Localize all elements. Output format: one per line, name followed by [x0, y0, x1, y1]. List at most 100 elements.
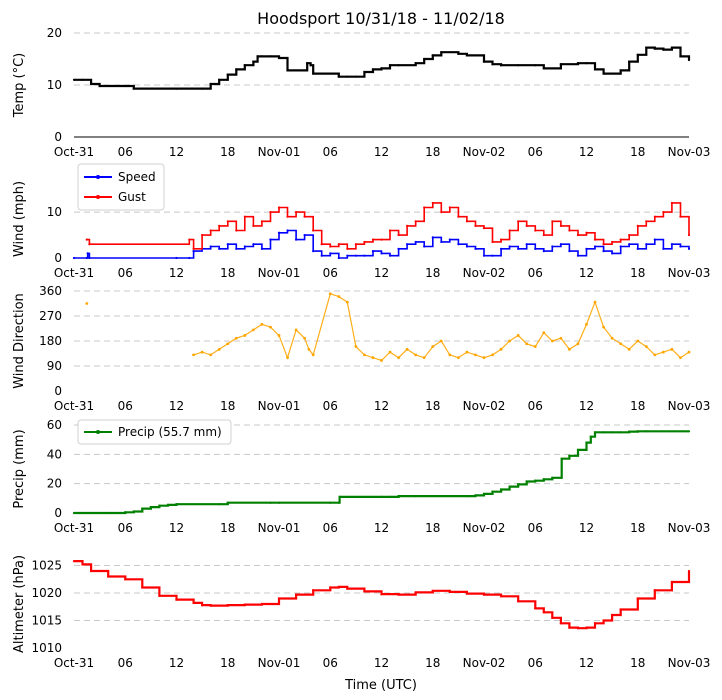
y-tick-label: 270	[39, 309, 62, 323]
data-point	[568, 250, 571, 253]
data-point	[320, 254, 323, 257]
data-point	[89, 82, 93, 86]
data-point	[226, 501, 229, 504]
data-point	[491, 490, 494, 493]
data-point	[593, 431, 597, 434]
data-point	[397, 356, 400, 360]
data-point	[303, 233, 306, 237]
data-point	[72, 78, 76, 81]
x-tick-label: 12	[579, 145, 594, 159]
data-point	[81, 78, 84, 81]
data-point	[371, 238, 375, 241]
y-tick-label: 10	[47, 78, 62, 92]
data-point	[661, 350, 665, 354]
data-point	[568, 229, 571, 232]
data-point	[414, 220, 417, 223]
data-point	[388, 229, 392, 232]
x-tick-label: 06	[118, 399, 133, 413]
data-point	[380, 238, 383, 241]
data-point	[235, 229, 238, 232]
data-point	[482, 492, 486, 496]
x-tick-label: Oct-31	[54, 145, 94, 159]
panel-wind: 0 10 Oct-31 06 12 18 Nov-01 06 12 18 Nov-02 06 12 18 N…	[12, 163, 710, 280]
data-point	[294, 238, 298, 241]
data-point	[354, 75, 357, 78]
y-tick-label: 0	[54, 384, 62, 398]
x-tick-label: 12	[169, 266, 184, 280]
data-point	[679, 55, 682, 58]
x-tick-label: Nov-01	[258, 399, 301, 413]
legend-label: Precip (55.7 mm)	[118, 425, 222, 439]
x-tick-label: 18	[220, 266, 235, 280]
data-point	[560, 457, 563, 460]
data-point	[499, 595, 503, 598]
x-tick-label: 06	[323, 266, 338, 280]
x-tick-label: 12	[169, 521, 184, 535]
data-point	[670, 46, 674, 49]
data-point	[201, 233, 204, 237]
y-tick-label: 180	[39, 334, 62, 348]
data-point	[124, 578, 127, 581]
data-point	[499, 488, 503, 491]
data-point	[593, 68, 597, 71]
data-point	[628, 430, 631, 433]
data-point	[260, 220, 264, 223]
data-point	[346, 247, 349, 250]
data-point	[585, 247, 588, 250]
x-tick-label: Nov-01	[258, 145, 301, 159]
data-point	[602, 325, 605, 329]
data-point	[380, 593, 383, 596]
data-point	[354, 345, 358, 348]
data-point	[619, 608, 622, 611]
panel-precipitation: 0 20 40 60 Oct-31 06 12 18 Nov-01 06 12 18 Nov-02 06 1…	[12, 418, 710, 535]
data-point	[602, 431, 605, 434]
data-point	[337, 243, 340, 246]
data-point	[456, 356, 460, 360]
data-point	[619, 342, 623, 346]
data-point	[687, 233, 691, 237]
data-point	[226, 73, 229, 76]
data-point	[329, 252, 332, 255]
data-point	[482, 227, 486, 230]
data-point	[534, 247, 537, 250]
data-point	[653, 215, 656, 218]
x-tick-label: 06	[323, 145, 338, 159]
data-point	[306, 62, 309, 65]
data-point	[252, 224, 255, 227]
x-tick-label: 12	[374, 656, 389, 670]
data-point	[576, 627, 580, 630]
data-point	[175, 87, 178, 90]
data-point	[593, 238, 597, 241]
x-tick-label: Nov-03	[668, 145, 711, 159]
data-point	[457, 243, 460, 246]
data-point	[414, 495, 417, 498]
data-point	[243, 64, 246, 67]
data-point	[218, 503, 221, 506]
y-tick-label: 1020	[31, 586, 62, 600]
data-point	[388, 254, 392, 257]
data-point	[585, 322, 588, 326]
data-point	[670, 201, 674, 205]
data-point	[209, 353, 213, 357]
data-point	[551, 616, 554, 619]
data-point	[619, 431, 622, 434]
data-point	[337, 75, 340, 78]
data-point	[627, 347, 631, 351]
x-tick-label: Oct-31	[54, 521, 94, 535]
data-point	[226, 243, 229, 246]
data-point	[72, 511, 76, 515]
data-point	[277, 597, 281, 600]
data-point	[397, 64, 400, 67]
data-point	[269, 211, 272, 214]
data-point	[610, 336, 614, 340]
data-point	[517, 247, 520, 250]
data-point	[277, 231, 281, 234]
data-point	[602, 250, 605, 253]
data-point	[559, 336, 563, 340]
data-point	[653, 238, 656, 241]
data-point	[542, 611, 545, 614]
data-point	[499, 64, 503, 67]
data-point	[414, 591, 417, 594]
y-tick-label: 40	[47, 447, 62, 461]
legend-marker	[96, 430, 100, 434]
